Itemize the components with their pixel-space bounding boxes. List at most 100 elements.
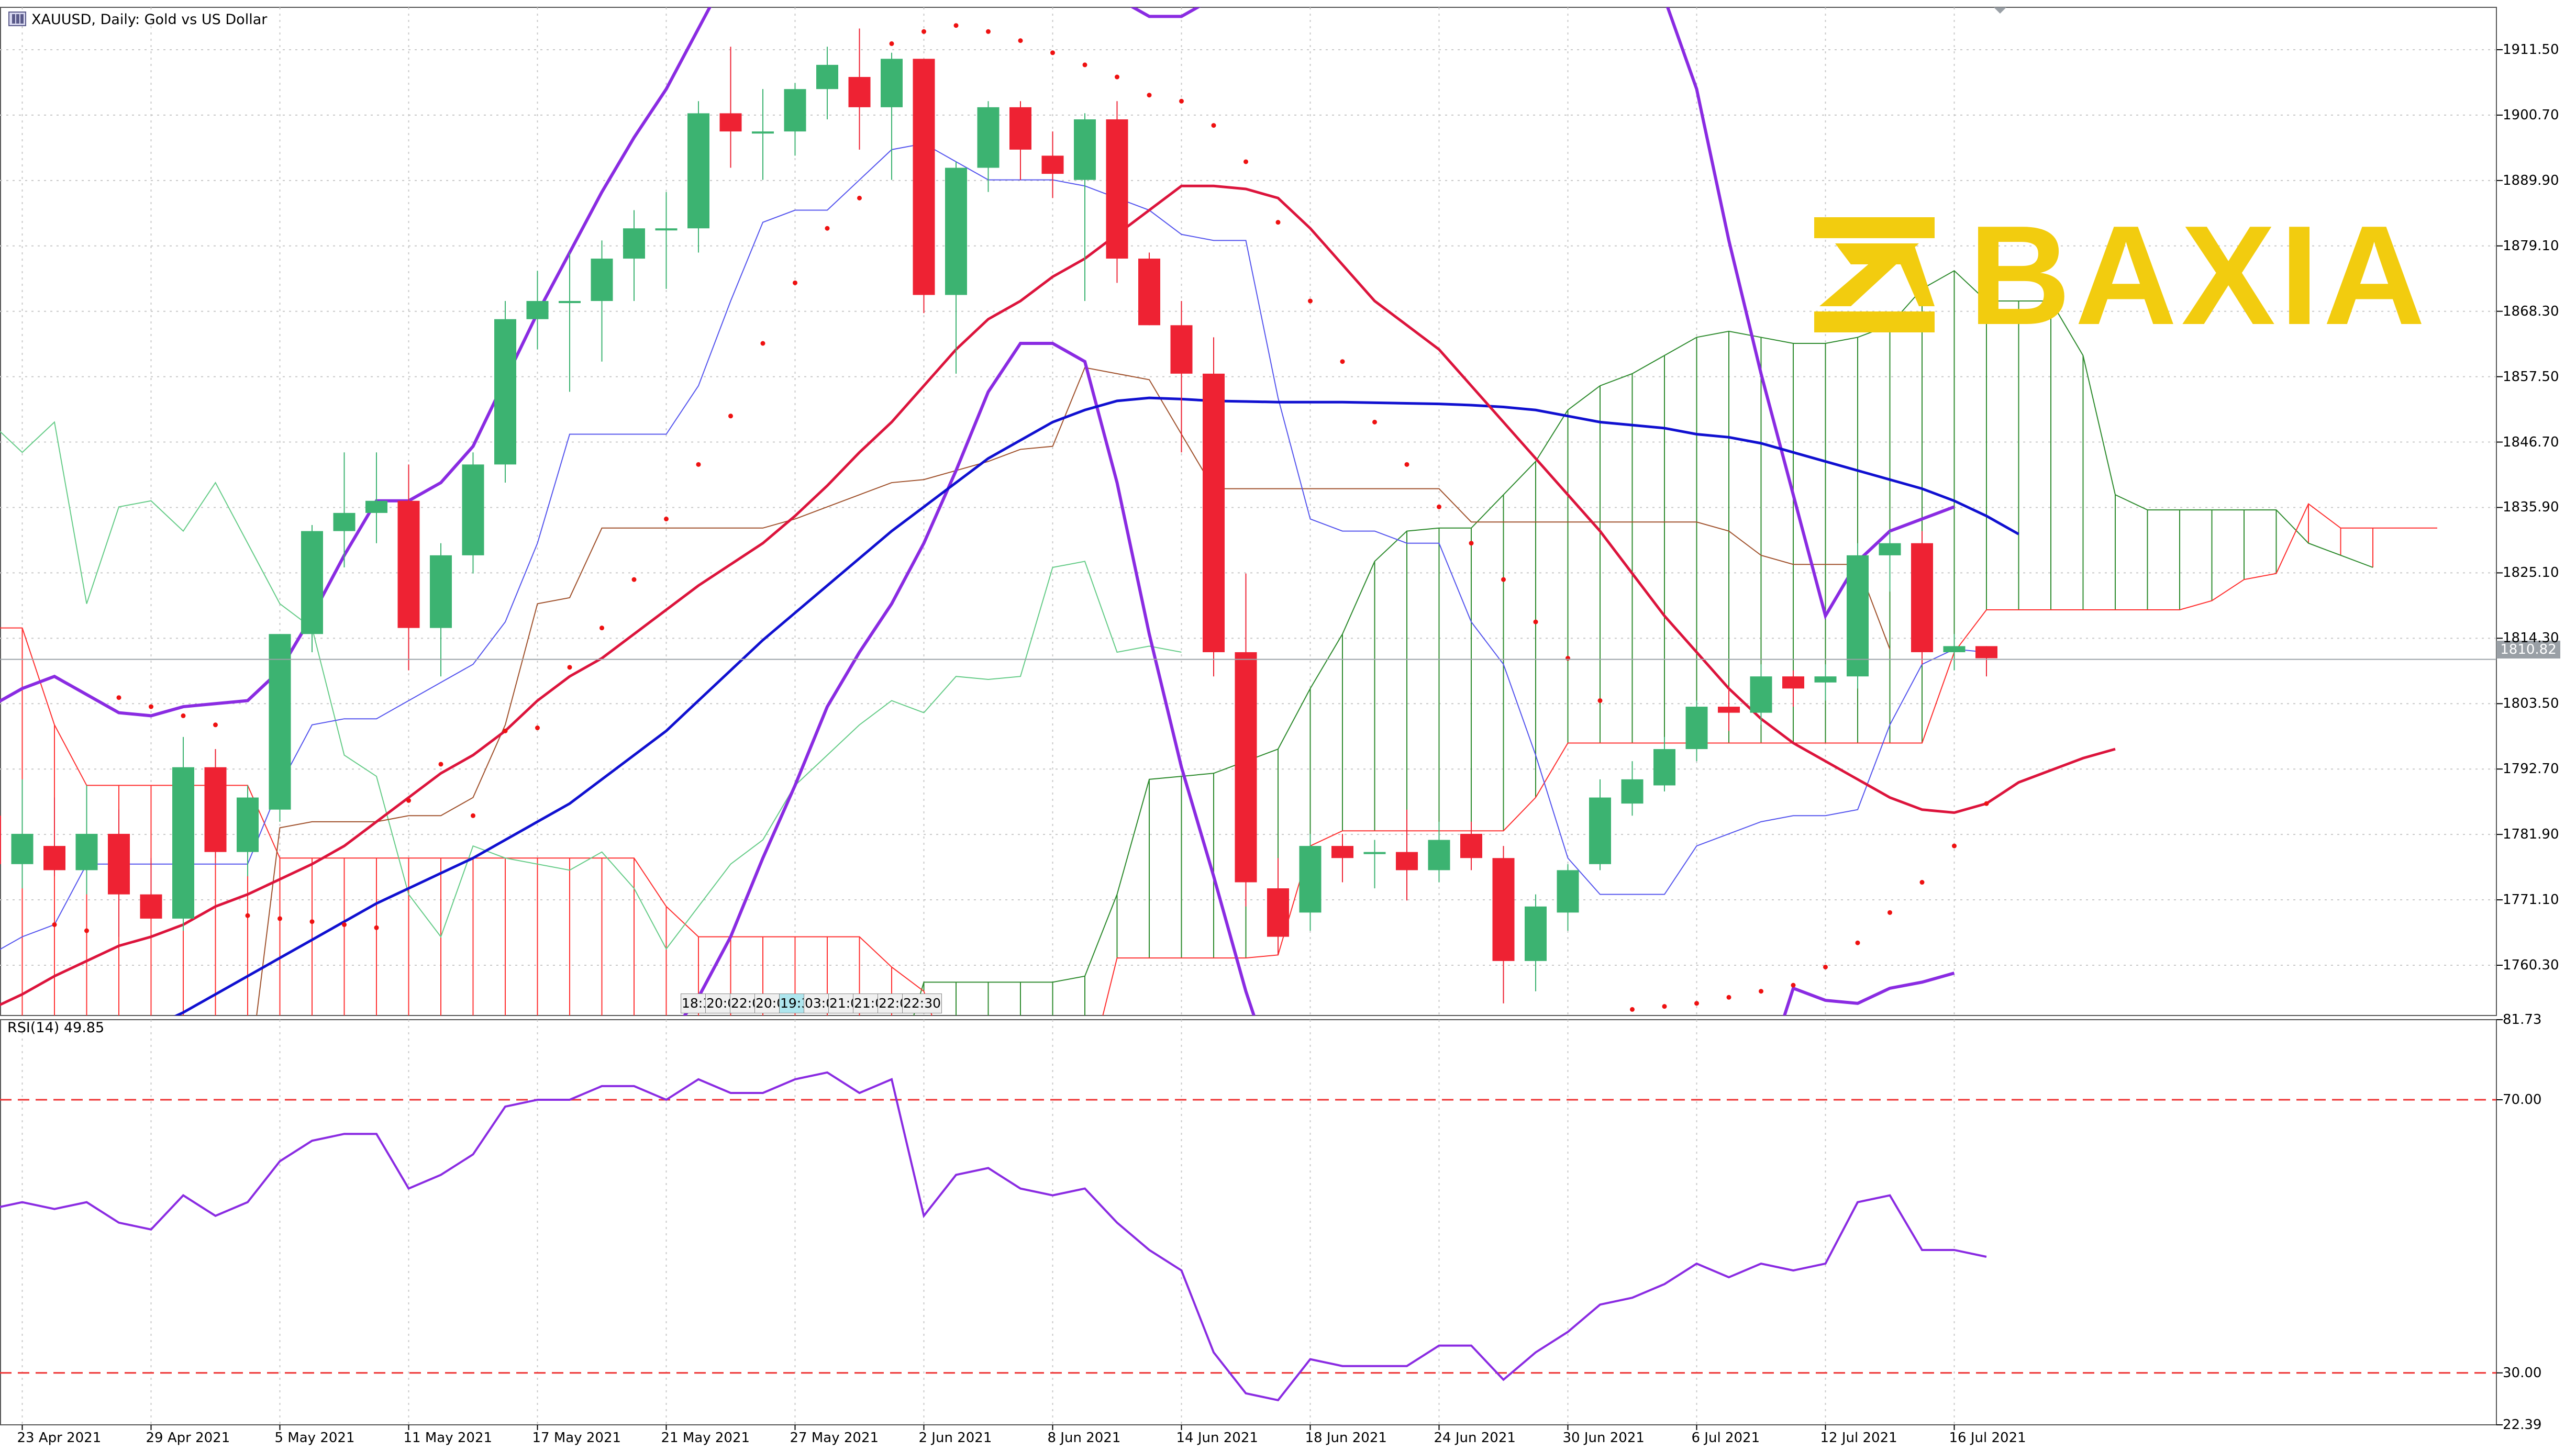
- bull-candle: [172, 767, 194, 919]
- bear-candle: [1170, 325, 1193, 374]
- sar-dot: [1147, 93, 1152, 98]
- price-tick-label: 1846.70: [2503, 434, 2559, 450]
- sar-dot: [696, 462, 701, 467]
- sar-dot: [921, 29, 926, 34]
- bull-candle: [494, 319, 516, 465]
- rsi-tick-label: 30.00: [2503, 1365, 2542, 1381]
- baxia-logo-mark: [1814, 217, 1935, 332]
- price-tick-label: 1771.10: [2503, 892, 2559, 908]
- time-tick-label: 18 Jun 2021: [1305, 1430, 1387, 1446]
- bull-candle: [816, 64, 838, 90]
- bull-candle: [430, 555, 452, 628]
- rsi-tick-label: 70.00: [2503, 1092, 2542, 1108]
- time-tick-label: 17 May 2021: [532, 1430, 621, 1446]
- sar-dot: [1050, 50, 1055, 55]
- price-tick-label: 1803.50: [2503, 696, 2559, 712]
- sar-dot: [1662, 1004, 1667, 1009]
- time-tick-label: 16 Jul 2021: [1949, 1430, 2026, 1446]
- sar-dot: [52, 922, 57, 927]
- rsi-plot-area: [0, 1020, 2496, 1425]
- rsi-label: RSI(14) 49.85: [7, 1020, 105, 1036]
- sar-dot: [1759, 989, 1763, 994]
- bear-candle: [1041, 155, 1064, 174]
- sar-dot: [1694, 1001, 1699, 1006]
- sar-dot: [567, 665, 572, 670]
- bear-candle: [1782, 676, 1804, 689]
- sar-dot: [1952, 843, 1957, 849]
- bear-candle: [1396, 852, 1418, 870]
- sar-dot: [181, 713, 186, 718]
- bear-candle: [204, 767, 227, 852]
- chart-window-icon[interactable]: [8, 12, 26, 26]
- sar-dot: [889, 41, 894, 46]
- bull-candle: [977, 107, 1000, 168]
- price-tick-label: 1760.30: [2503, 957, 2559, 973]
- time-tick-label: 11 May 2021: [403, 1430, 493, 1446]
- bear-candle: [0, 816, 1, 864]
- sar-dot: [1082, 62, 1087, 68]
- bull-candle: [1074, 119, 1096, 180]
- bull-candle: [591, 259, 613, 302]
- bull-candle: [1299, 846, 1322, 913]
- sar-dot: [1630, 1007, 1635, 1012]
- price-tick-label: 1868.30: [2503, 303, 2559, 319]
- bull-candle: [1814, 676, 1837, 683]
- sar-dot: [277, 916, 282, 921]
- bull-candle: [784, 89, 806, 132]
- time-tick-label: 30 Jun 2021: [1562, 1430, 1645, 1446]
- bull-candle: [237, 797, 259, 852]
- time-tick-label: 21 May 2021: [661, 1430, 750, 1446]
- sar-dot: [1984, 801, 1989, 806]
- sar-dot: [1855, 940, 1860, 945]
- bear-candle: [1009, 107, 1031, 150]
- sar-dot: [857, 195, 862, 200]
- sar-dot: [535, 726, 540, 731]
- chart-title: XAUUSD, Daily: Gold vs US Dollar: [31, 12, 268, 28]
- ma-slow-line: [173, 396, 2019, 1015]
- main-panel-frame: [0, 7, 2497, 1016]
- sar-dot: [1372, 419, 1377, 425]
- time-tick-label: 5 May 2021: [274, 1430, 355, 1446]
- sar-dot: [213, 722, 218, 728]
- sar-dot: [1501, 577, 1506, 582]
- time-tick-label: 27 May 2021: [790, 1430, 879, 1446]
- bear-candle: [719, 113, 742, 132]
- span-b-line: [0, 503, 2437, 1015]
- time-tick-label: 14 Jun 2021: [1176, 1430, 1258, 1446]
- sar-dot: [471, 813, 475, 818]
- bear-candle: [1235, 652, 1257, 883]
- bear-candle: [1718, 707, 1740, 713]
- sar-dot: [1308, 298, 1313, 304]
- time-tick-label: 12 Jul 2021: [1820, 1430, 1897, 1446]
- bear-candle: [1138, 259, 1160, 326]
- time-tick-label: 8 Jun 2021: [1047, 1430, 1121, 1446]
- sar-dot: [1018, 38, 1023, 43]
- bull-candle: [687, 113, 709, 229]
- sar-dot: [245, 913, 250, 918]
- bull-candle: [559, 301, 581, 304]
- sar-dot: [1726, 995, 1731, 1000]
- bull-candle: [75, 833, 98, 870]
- sar-dot: [1275, 220, 1281, 225]
- bear-candle: [913, 59, 935, 295]
- price-tick-label: 1835.90: [2503, 499, 2559, 516]
- bull-candle: [1557, 870, 1579, 913]
- sar-dot: [309, 919, 315, 924]
- bull-candle: [333, 512, 356, 531]
- price-tick-label: 1857.50: [2503, 369, 2559, 385]
- sar-dot: [825, 226, 830, 231]
- price-tick-label: 1792.70: [2503, 761, 2559, 777]
- sar-dot: [664, 516, 669, 521]
- price-tick-label: 1889.90: [2503, 172, 2559, 188]
- bull-candle: [623, 228, 645, 259]
- bull-candle: [945, 168, 967, 295]
- bear-candle: [1106, 119, 1128, 259]
- sar-dot: [1469, 541, 1474, 546]
- sar-dot: [1404, 462, 1409, 467]
- bull-candle: [1653, 749, 1675, 786]
- sar-dot: [1565, 656, 1570, 661]
- time-strip-item: 22:30: [902, 994, 942, 1013]
- sar-dot: [1533, 619, 1538, 624]
- sar-dot: [116, 695, 121, 700]
- sar-dot: [953, 23, 959, 28]
